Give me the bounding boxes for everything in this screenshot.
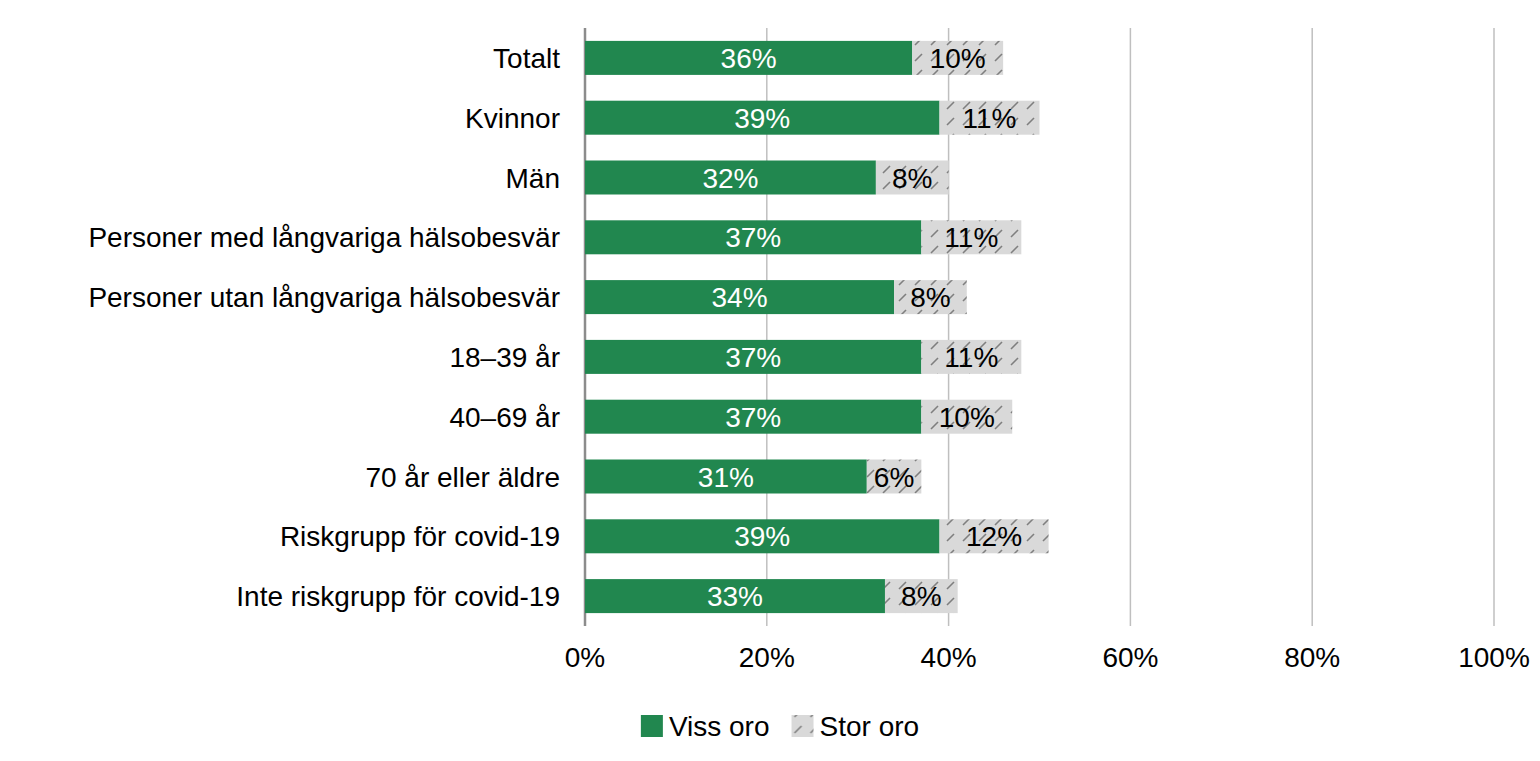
category-label: Personer med långvariga hälsobesvär: [88, 222, 560, 253]
data-label: 37%: [725, 342, 781, 373]
legend-label: Stor oro: [820, 711, 920, 742]
data-label: 11%: [963, 103, 1017, 134]
bar: [921, 220, 1021, 254]
grid-line: [1493, 28, 1495, 626]
bar: [940, 101, 1040, 135]
category-label: Totalt: [493, 43, 560, 74]
data-label: 36%: [721, 43, 777, 74]
bars: [585, 41, 1049, 613]
chart-container: 0% 20% 40% 60% 80% 100% Totalt Kvinnor Män Person…: [0, 0, 1540, 761]
tick-label: 0%: [565, 642, 605, 673]
legend-item: Viss oro: [641, 711, 770, 742]
category-label: Riskgrupp för covid-19: [280, 521, 560, 552]
tick-label: 40%: [921, 642, 977, 673]
data-label: 11%: [944, 342, 998, 373]
bar: [585, 101, 940, 135]
data-labels: 36% 39% 32% 37% 34% 37% 37% 31% 39% 33% 10% 11% 8% 11…: [698, 43, 1022, 612]
tick-label: 20%: [739, 642, 795, 673]
legend-swatch: [641, 715, 663, 737]
data-label: 8%: [910, 282, 950, 313]
data-label: 37%: [725, 402, 781, 433]
category-label: Inte riskgrupp för covid-19: [236, 581, 560, 612]
bar: [585, 340, 921, 374]
tick-label: 60%: [1102, 642, 1158, 673]
bar: [585, 579, 885, 613]
bar: [585, 161, 876, 195]
bar: [894, 280, 967, 314]
tick-label: 80%: [1284, 642, 1340, 673]
data-label: 37%: [725, 222, 781, 253]
category-label: 70 år eller äldre: [365, 462, 560, 493]
bar: [921, 400, 1012, 434]
bar: [585, 280, 894, 314]
grid: [585, 28, 1494, 626]
data-label: 31%: [698, 462, 754, 493]
data-label: 32%: [702, 163, 758, 194]
data-label: 10%: [930, 43, 986, 74]
bar: [912, 41, 1003, 75]
data-label: 11%: [944, 222, 998, 253]
category-label: 40–69 år: [449, 402, 560, 433]
data-label: 39%: [734, 103, 790, 134]
data-label: 33%: [707, 581, 763, 612]
bar: [585, 400, 921, 434]
data-label: 6%: [874, 462, 914, 493]
data-label: 34%: [712, 282, 768, 313]
data-label: 8%: [892, 163, 932, 194]
category-label: Kvinnor: [465, 103, 560, 134]
data-label: 39%: [734, 521, 790, 552]
data-label: 8%: [901, 581, 941, 612]
data-label: 10%: [939, 402, 995, 433]
category-label: Män: [506, 163, 560, 194]
tick-label: 100%: [1458, 642, 1530, 673]
bar: [585, 460, 867, 494]
legend-label: Viss oro: [669, 711, 770, 742]
data-label: 12%: [966, 521, 1022, 552]
category-label: Personer utan långvariga hälsobesvär: [88, 282, 560, 313]
legend: Viss oro Stor oro: [641, 711, 919, 742]
category-label: 18–39 år: [449, 342, 560, 373]
legend-item: Stor oro: [792, 711, 920, 742]
grid-line: [1311, 28, 1313, 626]
bar: [921, 340, 1021, 374]
bar: [867, 460, 922, 494]
bar: [585, 220, 921, 254]
bar: [585, 41, 912, 75]
legend-swatch: [792, 715, 814, 737]
chart-svg: 0% 20% 40% 60% 80% 100% Totalt Kvinnor Män Person…: [0, 0, 1540, 761]
bar: [885, 579, 958, 613]
grid-line: [1130, 28, 1132, 626]
bar: [940, 519, 1049, 553]
bar: [876, 161, 949, 195]
bar: [585, 519, 940, 553]
